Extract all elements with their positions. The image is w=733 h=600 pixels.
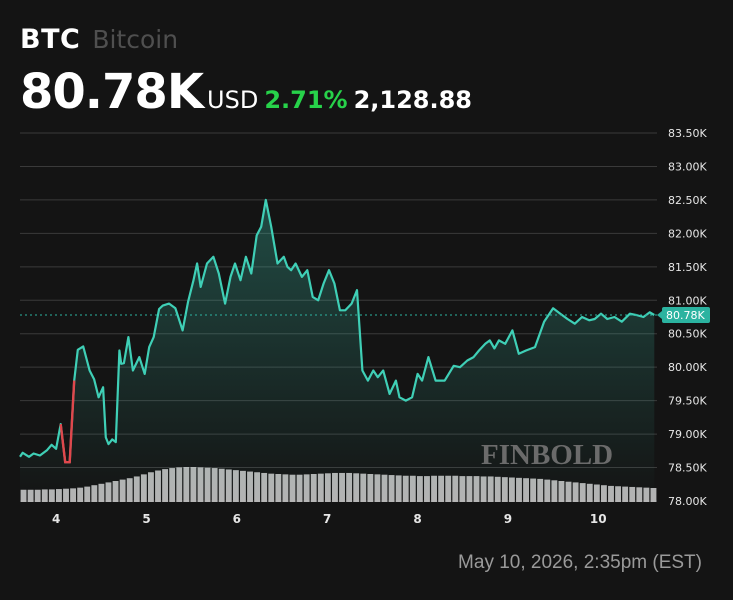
asset-symbol: BTC <box>20 24 81 55</box>
x-tick-label: 6 <box>233 512 241 526</box>
y-tick-label: 79.00K <box>668 428 707 441</box>
y-tick-label: 81.00K <box>668 294 707 307</box>
timestamp: May 10, 2026, 2:35pm (EST) <box>458 552 702 573</box>
price-row: 80.78K USD 2.71% 2,128.88 <box>20 64 472 120</box>
x-tick-label: 7 <box>323 512 331 526</box>
change-percent: 2.71% <box>264 86 348 114</box>
y-tick-label: 80.00K <box>668 361 707 374</box>
price-area <box>20 199 655 501</box>
current-price-badge <box>662 306 710 323</box>
y-tick-label: 82.50K <box>668 194 707 207</box>
x-tick-label: 8 <box>413 512 421 526</box>
y-tick-label: 82.00K <box>668 227 707 240</box>
currency-label: USD <box>207 86 259 114</box>
finbold-watermark: FINBOLD <box>481 439 614 471</box>
y-tick-label: 80.50K <box>668 328 707 341</box>
current-price-badge-label: 80.78K <box>666 309 705 322</box>
y-tick-label: 78.50K <box>668 462 707 475</box>
y-tick-label: 79.50K <box>668 395 707 408</box>
badge-pointer <box>657 310 662 319</box>
y-tick-label: 81.50K <box>668 261 707 274</box>
price-line-down <box>59 380 76 464</box>
y-tick-label: 78.00K <box>668 495 707 508</box>
x-tick-label: 9 <box>504 512 512 526</box>
x-tick-label: 4 <box>52 512 60 526</box>
current-price: 80.78K <box>20 64 204 120</box>
price-line <box>19 198 655 464</box>
x-tick-label: 5 <box>142 512 150 526</box>
asset-header: BTC Bitcoin <box>20 24 178 55</box>
y-tick-label: 83.00K <box>668 160 707 173</box>
change-absolute: 2,128.88 <box>353 86 473 114</box>
x-tick-label: 10 <box>590 512 607 526</box>
y-tick-label: 83.50K <box>668 127 707 140</box>
asset-name: Bitcoin <box>92 25 179 54</box>
